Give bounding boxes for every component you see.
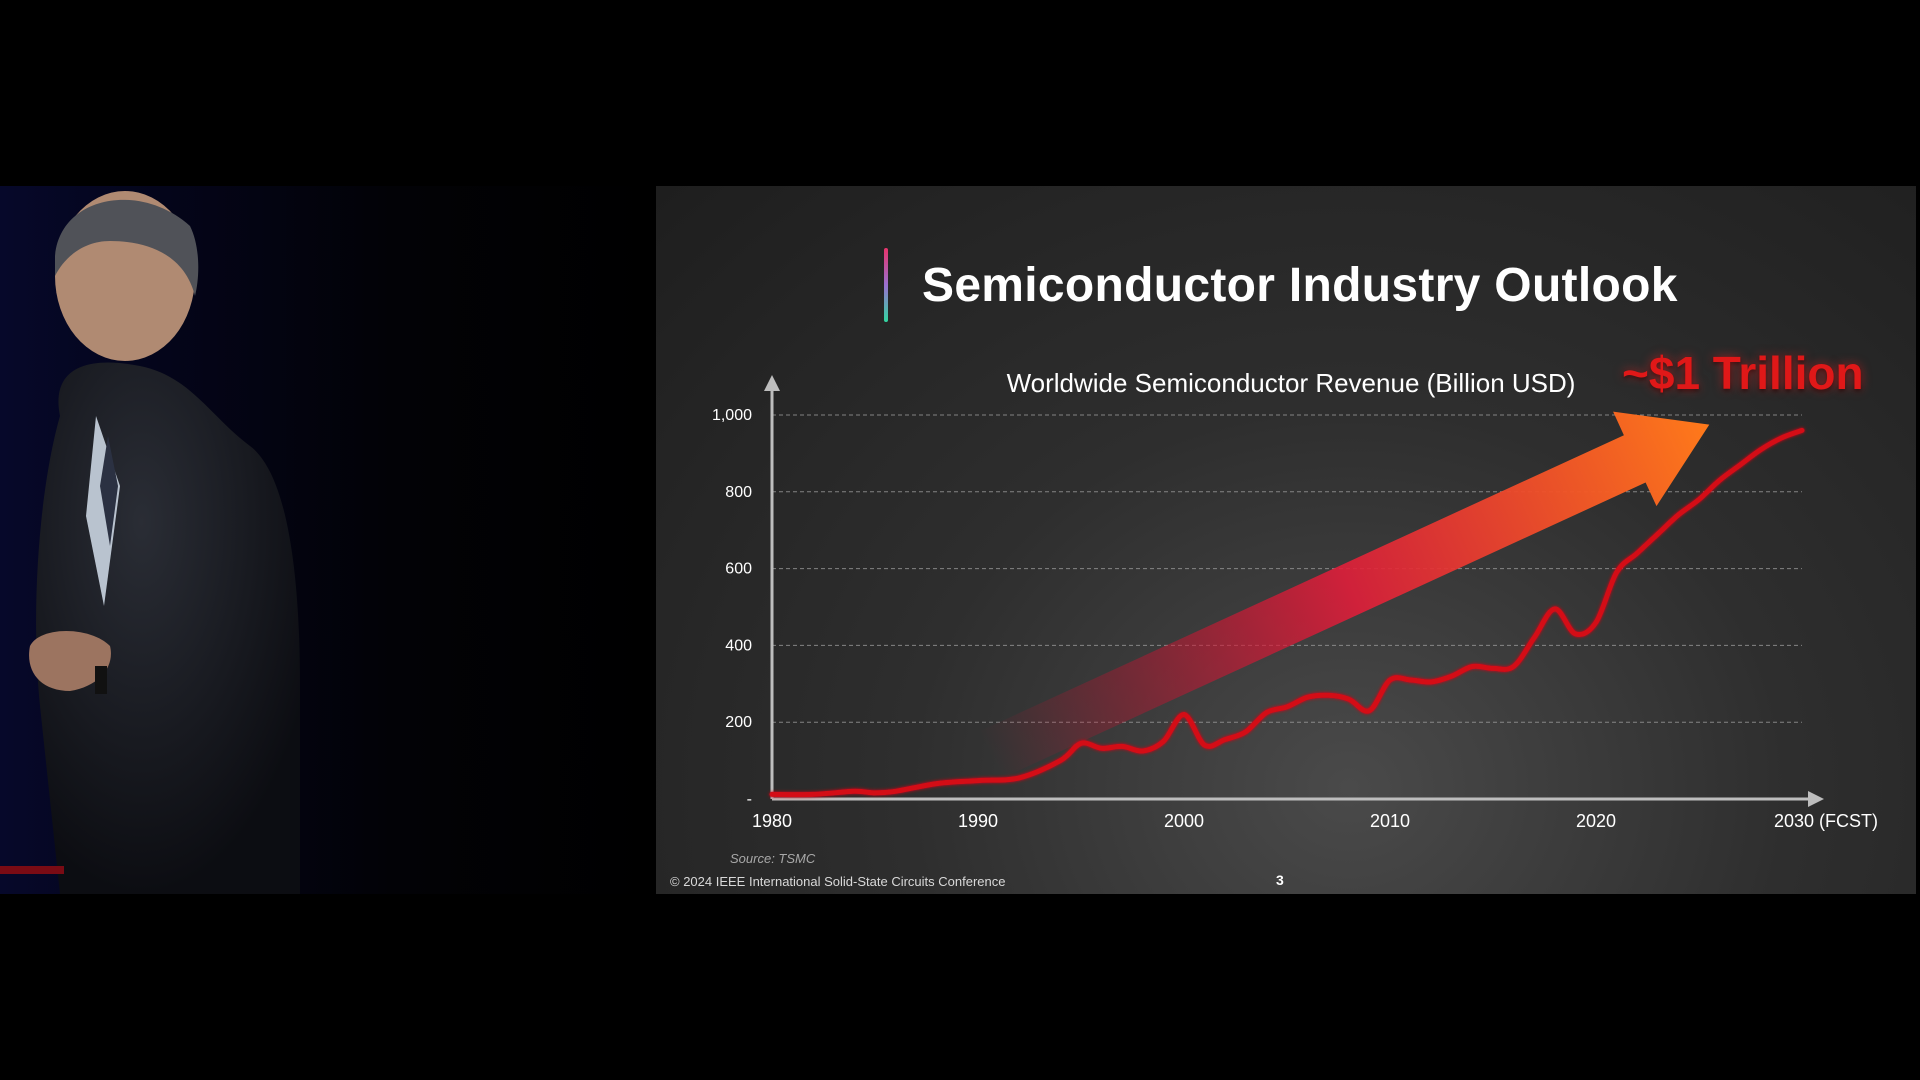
x-axis-arrowhead [1808, 791, 1824, 807]
revenue-series-line [769, 427, 1805, 798]
presenter-figure [0, 191, 300, 894]
presentation-slide: Semiconductor Industry Outlook Worldwide… [656, 186, 1916, 894]
speaker-video [0, 186, 656, 894]
y-tick-label: 600 [725, 561, 752, 578]
growth-arrow-shape [967, 411, 1710, 785]
y-tick-label: 1,000 [712, 407, 752, 424]
x-tick-label: 2000 [1164, 811, 1204, 831]
x-tick-label: 2010 [1370, 811, 1410, 831]
x-tick-label: 2030 (FCST) [1774, 811, 1878, 831]
y-tick-label: 800 [725, 484, 752, 501]
x-tick-label: 1980 [752, 811, 792, 831]
slide-title: Semiconductor Industry Outlook [922, 259, 1678, 312]
y-tick-label: - [747, 791, 752, 808]
x-tick-label: 2020 [1576, 811, 1616, 831]
revenue-chart: - 200 400 600 800 1,000 1980 1990 2000 2010 2020 20… [712, 375, 1878, 831]
trillion-forecast-label: ~$1 Trillion [1622, 347, 1864, 399]
copyright-footer: © 2024 IEEE International Solid-State Ci… [670, 874, 1006, 889]
x-tick-label: 1990 [958, 811, 998, 831]
title-accent-bar [884, 248, 888, 322]
y-tick-label: 200 [725, 714, 752, 731]
source-note: Source: TSMC [730, 851, 816, 866]
growth-arrow [967, 411, 1710, 785]
y-tick-label: 400 [725, 637, 752, 654]
y-axis-arrowhead [764, 375, 780, 391]
chart-title: Worldwide Semiconductor Revenue (Billion… [1006, 368, 1576, 398]
chart-axes [764, 375, 1824, 807]
tick-labels: - 200 400 600 800 1,000 1980 1990 2000 2010 2020 20… [712, 407, 1878, 831]
revenue-line [769, 427, 1805, 798]
slide-page-number: 3 [1276, 872, 1284, 888]
